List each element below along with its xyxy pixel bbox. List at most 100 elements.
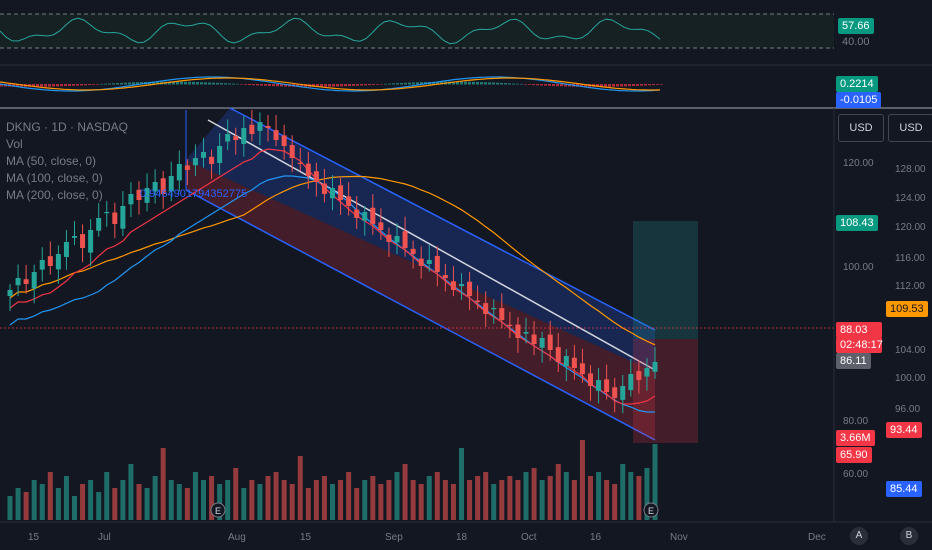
auto-scale-button[interactable]: A [850,527,868,545]
volume-bar [338,480,344,520]
candle-body [563,356,569,367]
candle-body [313,171,319,182]
macd-histogram-bar [96,84,99,85]
candle-body [120,206,126,229]
red-ma-label: 65.90 [836,447,872,463]
candle-body [88,230,94,253]
macd-histogram-bar [224,83,227,85]
earnings-marker[interactable]: E [643,502,659,518]
candle-body [644,368,650,377]
macd-histogram-bar [504,83,507,85]
macd-histogram-bar [652,84,655,86]
macd-histogram-bar [632,84,635,87]
candle-body [467,281,473,296]
candle-body [346,196,352,206]
volume-bar [450,484,456,520]
ma100-legend[interactable]: MA (100, close, 0) [6,171,103,185]
currency-button-right[interactable]: USD [888,114,932,142]
candle-body [579,363,585,374]
candle-body [523,332,529,334]
candle-body [434,255,440,272]
macd-histogram-bar [52,84,55,87]
macd-histogram-bar [400,82,403,85]
volume-bar [394,472,400,520]
macd-histogram-bar [200,82,203,85]
macd-histogram-bar [180,81,183,85]
volume-bar [31,480,37,520]
macd-histogram-bar [600,84,603,87]
currency-button-left[interactable]: USD [838,114,884,142]
volume-bar [523,472,529,520]
macd-histogram-bar [36,84,39,87]
macd-histogram-bar [32,84,35,87]
macd-histogram-bar [480,82,483,85]
earnings-marker[interactable]: E [210,502,226,518]
volume-bar [233,468,239,520]
macd-signal-line [0,77,661,91]
log-scale-button[interactable]: B [900,527,918,545]
ma200-legend[interactable]: MA (200, close, 0) [6,188,103,202]
volume-bar [515,480,521,520]
macd-histogram-bar [172,81,175,85]
blue-ma-label: 85.44 [886,481,922,497]
macd-histogram-bar [120,82,123,85]
symbol-legend[interactable]: DKNG · 1D · NASDAQ [6,120,129,134]
volume-bar [47,472,53,520]
candle-body [450,281,456,290]
macd-histogram-bar [240,84,243,85]
macd-histogram-bar [488,82,491,85]
macd-histogram-bar [236,83,239,85]
candle-body [442,275,448,278]
volume-bar [588,476,593,520]
macd-histogram-bar [176,81,179,85]
macd-histogram-bar [496,82,499,85]
macd-histogram-bar [344,84,347,87]
volume-bar [467,480,473,520]
rsi-line [0,17,661,45]
candle-body [233,136,239,140]
stop-price-label: 93.44 [886,422,922,438]
macd-histogram-bar [324,84,327,87]
macd-histogram-bar [228,83,231,85]
candle-body [636,371,642,380]
macd-histogram-bar [0,84,3,87]
current-price-label: 88.03 [836,322,882,338]
vol-legend[interactable]: Vol [6,137,23,151]
regression-channel [185,107,656,441]
candle-body [571,357,577,368]
ma50-legend[interactable]: MA (50, close, 0) [6,154,97,168]
macd-histogram-bar [660,84,663,85]
candle-body [80,234,86,248]
macd-histogram-bar [392,83,395,85]
candle-body [483,303,489,314]
macd-histogram-bar [208,82,211,85]
candle-body [23,279,29,284]
x-tick: Oct [521,532,537,543]
long-position-tool[interactable] [633,221,698,443]
gray-price-label: 86.11 [836,353,871,369]
macd-histogram-bar [628,84,631,87]
macd-histogram-bar [456,81,459,85]
volume-bar [644,468,650,520]
macd-histogram-bar [12,84,15,87]
macd-histogram-bar [216,82,219,85]
volume-bar [547,476,553,520]
volume-bar [531,468,537,520]
candle-body [410,248,416,254]
volume-bar [628,472,634,520]
volume-bar [96,492,102,520]
y-tick: 124.00 [895,193,926,204]
candle-body [184,165,190,170]
volume-bar [563,472,569,520]
ma-orange-label: 109.53 [886,301,928,317]
volume-bar [225,480,231,520]
volume-bar [402,464,408,520]
candle-body [596,380,602,391]
candle-body [459,284,464,287]
candle-body [499,308,505,320]
macd-histogram-bar [192,81,195,85]
volume-bar [579,440,585,520]
macd-histogram-bar [352,84,355,86]
volume-bar [192,472,198,520]
